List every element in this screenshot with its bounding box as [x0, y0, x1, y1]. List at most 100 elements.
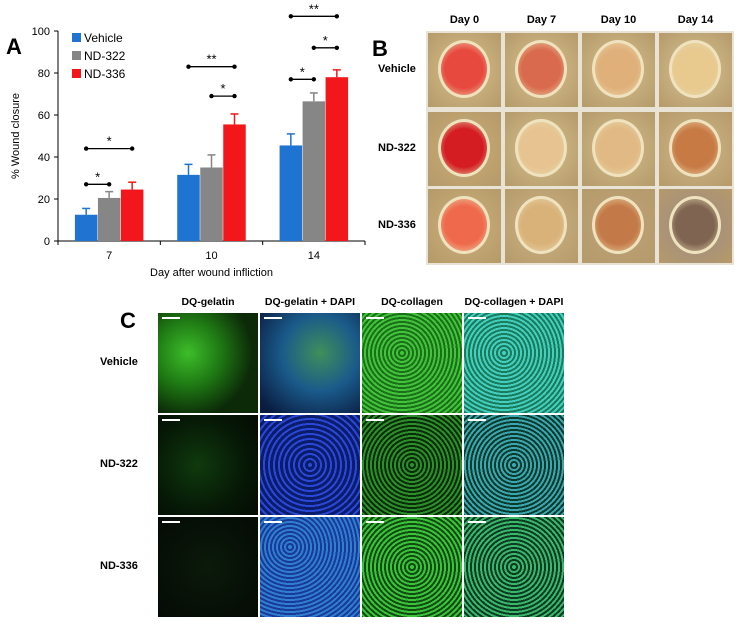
wound-ring: [669, 40, 721, 98]
significance-label: *: [220, 81, 225, 96]
legend-label: ND-336: [84, 67, 126, 81]
wound-ring: [515, 196, 567, 254]
micrograph-row-label: ND-322: [100, 458, 138, 470]
micrograph-row-label: ND-336: [100, 560, 138, 572]
fluorescence-micrograph: [260, 313, 360, 413]
micrograph-column-header: DQ-gelatin: [181, 296, 235, 308]
y-tick-label: 100: [32, 26, 50, 38]
fluorescence-micrograph: [464, 415, 564, 515]
x-axis-title: Day after wound infliction: [150, 267, 273, 279]
scale-bar: [468, 317, 486, 319]
bar: [223, 124, 246, 241]
scale-bar: [162, 317, 180, 319]
wound-photo: [582, 112, 655, 186]
wound-photo: [659, 189, 732, 263]
x-tick-label: 7: [106, 250, 112, 262]
bar: [177, 174, 200, 241]
significance-label: *: [300, 64, 305, 79]
wound-photo: [659, 112, 732, 186]
wound-ring: [438, 119, 490, 177]
wound-ring: [669, 196, 721, 254]
wound-photo: [428, 189, 501, 263]
scale-bar: [468, 521, 486, 523]
y-tick-label: 60: [38, 110, 50, 122]
x-tick-label: 10: [205, 250, 217, 262]
scale-bar: [366, 419, 384, 421]
photo-column-header: Day 0: [449, 14, 480, 26]
panel-letter-a: A: [6, 34, 22, 59]
scale-bar: [162, 419, 180, 421]
significance-bracket-end: [232, 64, 237, 69]
y-tick-label: 0: [44, 236, 50, 248]
wound-closure-bar-chart: 0 20 40 60 80 100 7 10 14 Day after wound inflict…: [10, 1, 366, 279]
significance-bracket-end: [288, 14, 294, 19]
wound-ring: [592, 196, 644, 254]
significance-bracket-end: [83, 182, 89, 187]
significance-label: *: [95, 169, 100, 184]
significance-bracket-end: [334, 45, 340, 50]
fluorescence-micrograph: [260, 415, 360, 515]
significance-bracket-end: [186, 64, 191, 69]
panel-letter-b: B: [372, 36, 388, 61]
legend-swatch: [72, 33, 81, 42]
legend-label: ND-322: [84, 49, 126, 63]
photo-column-header: Day 10: [600, 14, 637, 26]
legend-swatch: [72, 69, 81, 78]
wound-photo: [505, 33, 578, 107]
significance-bracket-end: [83, 146, 89, 151]
legend-swatch: [72, 51, 81, 60]
wound-ring: [669, 119, 721, 177]
legend-label: Vehicle: [84, 31, 123, 45]
micrograph-column-header: DQ-collagen: [381, 296, 443, 308]
photo-column-header: Day 14: [677, 14, 714, 26]
fluorescence-micrograph: [158, 517, 258, 617]
photo-column-header: Day 7: [526, 14, 557, 26]
significance-bracket-end: [311, 77, 317, 82]
significance-label: *: [107, 134, 112, 149]
significance-bracket-end: [334, 14, 340, 19]
significance-bracket-end: [311, 45, 317, 50]
wound-ring: [592, 119, 644, 177]
scale-bar: [162, 521, 180, 523]
significance-bracket-end: [232, 93, 237, 99]
wound-photo: [659, 33, 732, 107]
bar: [120, 189, 144, 241]
significance-label: *: [323, 33, 328, 48]
micrograph-column-header: DQ-gelatin + DAPI: [264, 296, 356, 308]
scale-bar: [366, 317, 384, 319]
fluorescence-micrograph: [362, 415, 462, 515]
scale-bar: [264, 521, 282, 523]
panel-letter-c: C: [120, 308, 136, 333]
wound-photo: [428, 33, 501, 107]
wound-photo: [582, 189, 655, 263]
bar: [302, 101, 326, 241]
wound-ring: [515, 40, 567, 98]
photo-row-label: ND-322: [378, 142, 416, 154]
significance-label: **: [206, 52, 216, 67]
significance-bracket-end: [209, 93, 214, 99]
wound-ring: [515, 119, 567, 177]
significance-bracket-end: [106, 182, 112, 187]
bar: [325, 77, 349, 241]
bar: [200, 167, 223, 241]
scale-bar: [366, 521, 384, 523]
fluorescence-micrograph: [362, 313, 462, 413]
x-tick-label: 14: [308, 250, 320, 262]
fluorescence-micrograph: [362, 517, 462, 617]
significance-label: **: [309, 1, 319, 16]
bar: [279, 145, 303, 241]
micrograph-row-label: Vehicle: [100, 356, 138, 368]
fluorescence-micrograph: [260, 517, 360, 617]
y-axis-title: % Wound closure: [10, 93, 22, 179]
fluorescence-micrograph: [158, 313, 258, 413]
photo-row-label: ND-336: [378, 219, 416, 231]
fluorescence-micrograph: [464, 313, 564, 413]
y-tick-label: 40: [38, 152, 50, 164]
scale-bar: [264, 419, 282, 421]
scale-bar: [264, 317, 282, 319]
fluorescence-micrograph: [158, 415, 258, 515]
fluorescence-micrograph: [464, 517, 564, 617]
bar: [74, 214, 98, 241]
significance-bracket-end: [288, 77, 294, 82]
scale-bar: [468, 419, 486, 421]
